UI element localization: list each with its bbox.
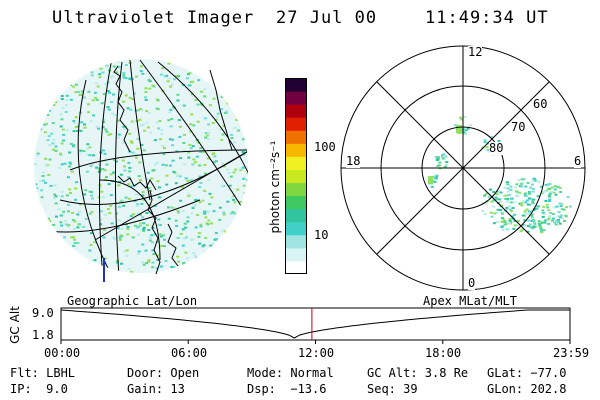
status-dsp: Dsp: −13.6 xyxy=(247,382,327,396)
altitude-curve xyxy=(60,309,570,339)
polar-bright-spot xyxy=(456,125,462,133)
altitude-y-top: 9.0 xyxy=(32,306,54,320)
altitude-ylabel: GC Alt xyxy=(8,306,22,344)
colorbar-stripe xyxy=(285,234,307,249)
altitude-x-tick-2: 12:00 xyxy=(298,346,335,360)
colorbar-stripe xyxy=(285,247,307,262)
status-mode: Mode: Normal xyxy=(247,366,334,380)
polar-lat-60: 60 xyxy=(533,97,548,111)
colorbar-stripe xyxy=(285,195,307,210)
polar-grid xyxy=(340,45,586,291)
geographic-grid-lines xyxy=(39,59,248,273)
colorbar-stripe xyxy=(285,221,307,236)
polar-mlt-0: 0 xyxy=(468,276,476,290)
colorbar-stripe xyxy=(285,208,307,223)
status-gc-alt: GC Alt: 3.8 Re xyxy=(367,366,469,380)
geographic-coastlines xyxy=(113,65,233,275)
polar-bright-spot xyxy=(428,176,433,184)
status-ip: IP: 9.0 xyxy=(10,382,68,396)
status-door: Door: Open xyxy=(127,366,200,380)
colorbar xyxy=(285,78,307,275)
altitude-y-bottom: 1.8 xyxy=(32,328,54,342)
altitude-x-tick-0: 00:00 xyxy=(44,346,81,360)
colorbar-stripe xyxy=(285,182,307,197)
geographic-label: Geographic Lat/Lon xyxy=(67,294,198,308)
altitude-x-tick-4: 23:59 xyxy=(553,346,590,360)
instrument-title: Ultraviolet Imager xyxy=(52,8,255,28)
colorbar-stripe xyxy=(285,78,307,92)
polar-mlt-18: 18 xyxy=(346,154,361,168)
colorbar-stripe xyxy=(285,169,307,184)
status-seq: Seq: 39 xyxy=(367,382,418,396)
apex-label: Apex MLat/MLT xyxy=(423,294,517,308)
colorbar-tick-10: 10 xyxy=(314,228,329,242)
polar-mlt-12: 12 xyxy=(468,45,483,59)
polar-lat-80: 80 xyxy=(489,141,504,155)
status-glon: GLon: 202.8 xyxy=(487,382,567,396)
colorbar-stripe xyxy=(285,143,307,157)
time-label: 11:49:34 UT xyxy=(425,8,549,28)
status-flt: Flt: LBHL xyxy=(10,366,76,380)
altitude-x-tick-1: 06:00 xyxy=(171,346,208,360)
polar-mlt-6: 6 xyxy=(574,154,582,168)
polar-lat-70: 70 xyxy=(511,120,526,134)
colorbar-stripe xyxy=(285,117,307,131)
colorbar-stripe xyxy=(285,104,307,118)
status-gain: Gain: 13 xyxy=(127,382,185,396)
colorbar-stripe xyxy=(285,156,307,170)
colorbar-tick-100: 100 xyxy=(314,140,336,154)
status-glat: GLat: −77.0 xyxy=(487,366,567,380)
colorbar-stripe xyxy=(285,91,307,105)
colorbar-stripe xyxy=(285,130,307,144)
altitude-x-tick-3: 18:00 xyxy=(425,346,462,360)
colorbar-stripe xyxy=(285,260,307,275)
date-label: 27 Jul 00 xyxy=(276,8,378,28)
polar-emission xyxy=(427,116,572,234)
